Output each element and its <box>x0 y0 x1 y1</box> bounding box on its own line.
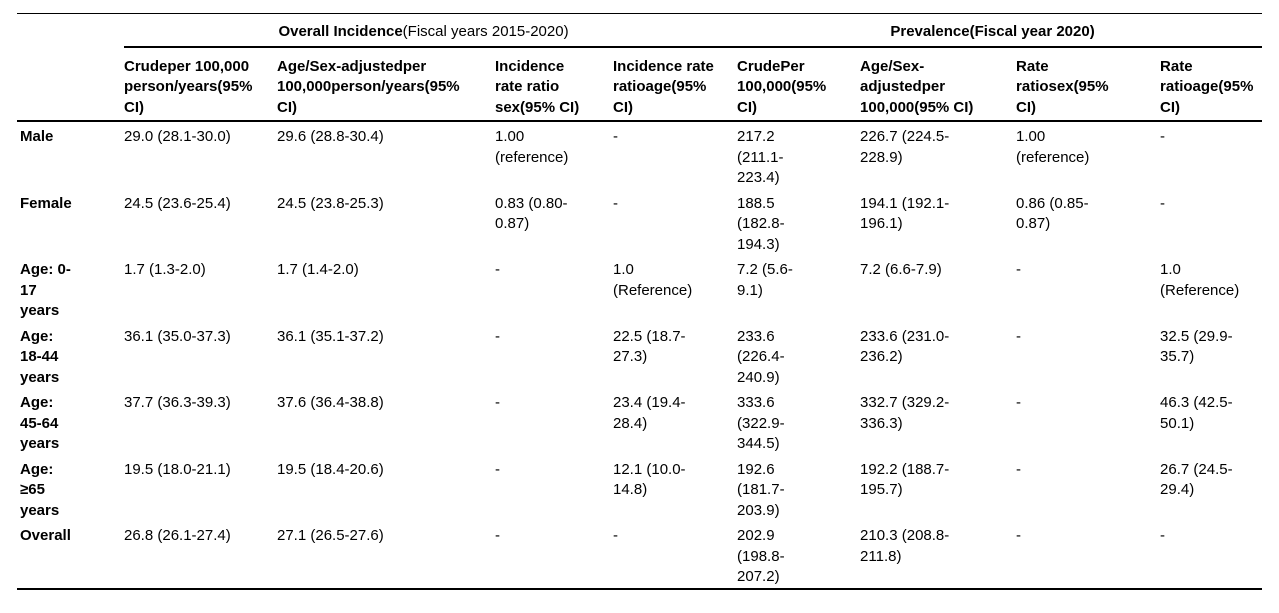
table-cell: 46.3 (42.5- 50.1) <box>1160 394 1233 432</box>
table-row-overall: Overall 26.8 (26.1-27.4) 27.1 (26.5-27.6… <box>17 521 1263 590</box>
table-row-age-0-17: Age: 0- 17 years 1.7 (1.3-2.0) 1.7 (1.4-… <box>17 255 1262 322</box>
table-cell: 1.7 (1.3-2.0) <box>124 261 206 278</box>
table-cell: 194.1 (192.1- 196.1) <box>860 194 950 233</box>
column-header-rr-age: Rate ratioage(95% CI) <box>1160 46 1263 122</box>
table-cell: 1.0 (Reference) <box>613 261 693 299</box>
table-cell: 0.83 (0.80- 0.87) <box>495 194 568 233</box>
table-cell: 1.00 (reference) <box>495 128 569 166</box>
group-title-bold: Prevalence(Fiscal year 2020) <box>890 23 1095 40</box>
table-cell: 36.1 (35.0-37.3) <box>124 327 231 345</box>
table-container: Overall Incidence(Fiscal years 2015-2020… <box>17 13 1263 590</box>
table-cell: 23.4 (19.4- 28.4) <box>613 394 686 432</box>
table-cell: 202.9 (198.8- 207.2) <box>737 521 861 590</box>
table-cell: 233.6 (226.4- 240.9) <box>737 327 785 386</box>
table-cell: - <box>613 128 618 145</box>
table-cell: - <box>495 327 500 345</box>
corner-cell <box>17 14 124 47</box>
table-cell: 188.5 (182.8- 194.3) <box>737 194 785 253</box>
table-row-age-45-64: Age: 45-64 years 37.7 (36.3-39.3) 37.6 (… <box>17 388 1262 455</box>
table-cell: 1.7 (1.4-2.0) <box>277 261 359 278</box>
row-label: Age: 0- 17 years <box>20 261 71 319</box>
table-cell: - <box>495 394 500 411</box>
table-cell: 26.8 (26.1-27.4) <box>124 521 277 590</box>
table-cell: 217.2 (211.1- 223.4) <box>737 128 784 186</box>
table-cell: 27.1 (26.5-27.6) <box>277 521 495 590</box>
table-cell: 37.6 (36.4-38.8) <box>277 394 384 411</box>
table-cell: - <box>1160 521 1263 590</box>
column-header-rr-sex: Rate ratiosex(95% CI) <box>1016 46 1161 122</box>
table-cell: 210.3 (208.8- 211.8) <box>860 521 1017 590</box>
table-cell: 1.00 (reference) <box>1016 128 1090 166</box>
table-cell: - <box>1160 128 1166 145</box>
table-cell: 233.6 (231.0- 236.2) <box>860 327 950 366</box>
table-cell: - <box>613 521 738 590</box>
row-label: Age: 18-44 years <box>20 327 60 386</box>
group-header-row: Overall Incidence(Fiscal years 2015-2020… <box>17 13 1263 48</box>
table-cell: - <box>495 460 500 478</box>
table-cell: 29.0 (28.1-30.0) <box>124 128 231 145</box>
table-cell: 37.7 (36.3-39.3) <box>124 394 231 411</box>
table-row-male: Male 29.0 (28.1-30.0) 29.6 (28.8-30.4) 1… <box>17 121 1262 189</box>
table-cell: 332.7 (329.2- 336.3) <box>860 394 950 432</box>
group-title-regular: (Fiscal years 2015-2020) <box>402 23 569 40</box>
table-row-age-65plus: Age: ≥65 years 19.5 (18.0-21.1) 19.5 (18… <box>17 455 1262 522</box>
table-cell: 192.2 (188.7- 195.7) <box>860 460 950 499</box>
group-header-overall-incidence: Overall Incidence(Fiscal years 2015-2020… <box>124 13 738 48</box>
table-cell: - <box>1016 261 1022 278</box>
table-cell: 7.2 (5.6- 9.1) <box>737 261 793 299</box>
table-cell: 19.5 (18.4-20.6) <box>277 460 384 478</box>
table-cell: 22.5 (18.7- 27.3) <box>613 327 686 366</box>
table-cell: - <box>495 261 500 278</box>
table-cell: 0.86 (0.85- 0.87) <box>1016 194 1089 233</box>
table-cell: 12.1 (10.0- 14.8) <box>613 460 686 499</box>
table-cell: 19.5 (18.0-21.1) <box>124 460 231 478</box>
table-cell: - <box>613 194 618 212</box>
table-cell: 24.5 (23.6-25.4) <box>124 194 231 212</box>
table-cell: 29.6 (28.8-30.4) <box>277 128 384 145</box>
column-header-adjusted-prevalence: Age/Sex-adjustedper 100,000(95% CI) <box>860 46 1017 122</box>
column-header-row: Crudeper 100,000 person/years(95% CI) Ag… <box>17 46 1263 122</box>
row-label: Female <box>20 194 72 212</box>
column-header-irr-sex: Incidence rate ratio sex(95% CI) <box>495 46 613 122</box>
column-header-adjusted-incidence: Age/Sex-adjustedper 100,000person/years(… <box>277 46 495 122</box>
table-cell: 226.7 (224.5- 228.9) <box>860 128 950 166</box>
incidence-prevalence-table: Overall Incidence(Fiscal years 2015-2020… <box>17 13 1263 590</box>
table-cell: - <box>1016 327 1022 345</box>
table-cell: 333.6 (322.9- 344.5) <box>737 394 785 452</box>
row-label: Age: ≥65 years <box>20 460 60 519</box>
table-cell: 7.2 (6.6-7.9) <box>860 261 942 278</box>
table-cell: 36.1 (35.1-37.2) <box>277 327 384 345</box>
table-cell: 32.5 (29.9- 35.7) <box>1160 327 1233 366</box>
table-row-age-18-44: Age: 18-44 years 36.1 (35.0-37.3) 36.1 (… <box>17 322 1262 389</box>
table-cell: 24.5 (23.8-25.3) <box>277 194 384 212</box>
table-cell: - <box>1016 460 1022 478</box>
column-header-irr-age: Incidence rate ratioage(95% CI) <box>613 46 738 122</box>
table-cell: 1.0 (Reference) <box>1160 261 1240 299</box>
group-header-prevalence: Prevalence(Fiscal year 2020) <box>737 13 1263 48</box>
table-row-female: Female 24.5 (23.6-25.4) 24.5 (23.8-25.3)… <box>17 189 1262 256</box>
row-label: Overall <box>17 521 124 590</box>
column-header-crude-incidence: Crudeper 100,000 person/years(95% CI) <box>124 46 277 122</box>
table-cell: - <box>1016 394 1022 411</box>
column-header-crude-prevalence: CrudePer 100,000(95% CI) <box>737 46 861 122</box>
column-header-rowlabels <box>17 46 124 122</box>
table-cell: 26.7 (24.5- 29.4) <box>1160 460 1233 499</box>
row-label: Male <box>20 128 54 145</box>
row-label: Age: 45-64 years <box>20 394 60 452</box>
table-cell: 192.6 (181.7- 203.9) <box>737 460 785 519</box>
table-cell: - <box>1160 194 1166 212</box>
table-cell: - <box>495 521 613 590</box>
table-cell: - <box>1016 521 1161 590</box>
group-title-bold: Overall Incidence <box>278 23 403 40</box>
